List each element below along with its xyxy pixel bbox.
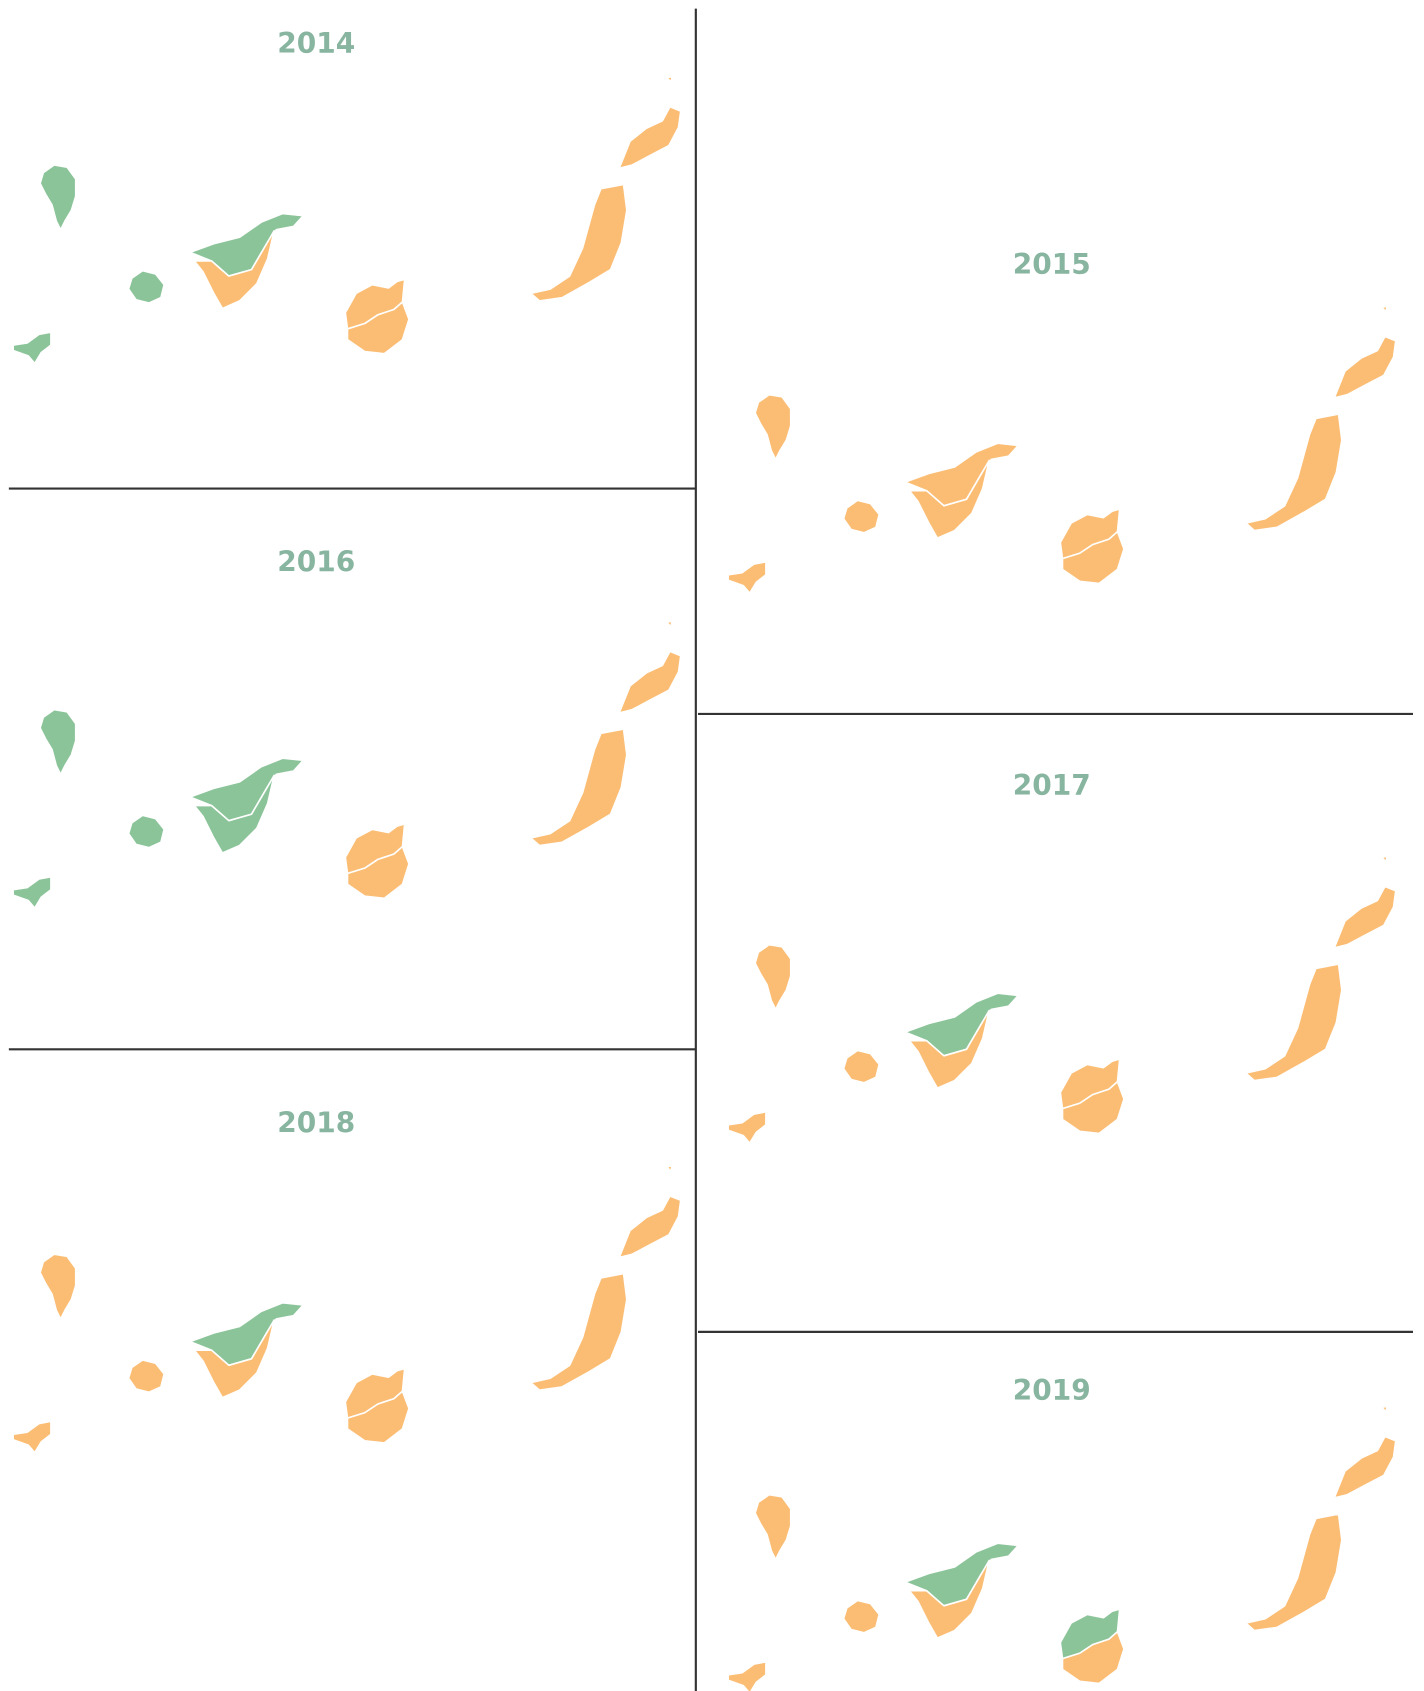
map-panel: 2014 bbox=[12, 27, 682, 365]
region bbox=[127, 1359, 165, 1394]
region bbox=[127, 814, 165, 849]
region bbox=[530, 728, 628, 847]
map-title: 2014 bbox=[277, 27, 355, 60]
region bbox=[1061, 1080, 1125, 1135]
map-title: 2016 bbox=[277, 546, 355, 579]
map-panel: 2016 bbox=[12, 546, 682, 909]
region bbox=[754, 393, 792, 461]
map-title: 2015 bbox=[1013, 248, 1091, 281]
region bbox=[12, 331, 52, 365]
region bbox=[39, 1253, 77, 1320]
region bbox=[727, 1661, 767, 1691]
region bbox=[1061, 530, 1125, 585]
region bbox=[346, 1390, 410, 1444]
map bbox=[727, 1405, 1397, 1691]
region bbox=[530, 1272, 628, 1391]
region bbox=[842, 1599, 880, 1634]
region bbox=[842, 499, 880, 534]
maps: 2014 2015 2016 2017 2018 2019 bbox=[12, 27, 1397, 1691]
region bbox=[39, 164, 77, 231]
map-panel: 2018 bbox=[12, 1106, 682, 1454]
map-title: 2019 bbox=[1013, 1374, 1091, 1407]
region bbox=[1245, 1513, 1343, 1632]
map-panel: 2019 bbox=[727, 1374, 1397, 1691]
region bbox=[1061, 1630, 1125, 1685]
region bbox=[346, 301, 410, 355]
map bbox=[12, 1164, 682, 1454]
region bbox=[1333, 305, 1397, 399]
map-panel: 2017 bbox=[727, 769, 1397, 1144]
region bbox=[842, 1049, 880, 1084]
region bbox=[618, 620, 682, 714]
region bbox=[908, 1009, 990, 1089]
region bbox=[12, 875, 52, 909]
map-title: 2017 bbox=[1013, 769, 1091, 802]
region bbox=[193, 1319, 275, 1399]
region bbox=[727, 1111, 767, 1144]
map bbox=[727, 305, 1397, 594]
region bbox=[754, 1493, 792, 1561]
region bbox=[530, 183, 628, 302]
region bbox=[908, 1559, 990, 1639]
map bbox=[12, 620, 682, 909]
region bbox=[1245, 963, 1343, 1082]
region bbox=[618, 75, 682, 170]
region bbox=[346, 845, 410, 900]
region bbox=[127, 269, 165, 304]
region bbox=[193, 229, 275, 310]
map bbox=[727, 855, 1397, 1144]
region bbox=[1333, 855, 1397, 949]
map bbox=[12, 75, 682, 365]
map-panel: 2015 bbox=[727, 248, 1397, 594]
region bbox=[727, 561, 767, 594]
region bbox=[12, 1420, 52, 1454]
region bbox=[754, 943, 792, 1011]
region bbox=[1245, 413, 1343, 532]
region bbox=[193, 774, 275, 854]
region bbox=[618, 1164, 682, 1259]
map-title: 2018 bbox=[277, 1106, 355, 1139]
region bbox=[1333, 1405, 1397, 1499]
region bbox=[908, 459, 990, 539]
region bbox=[39, 708, 77, 776]
